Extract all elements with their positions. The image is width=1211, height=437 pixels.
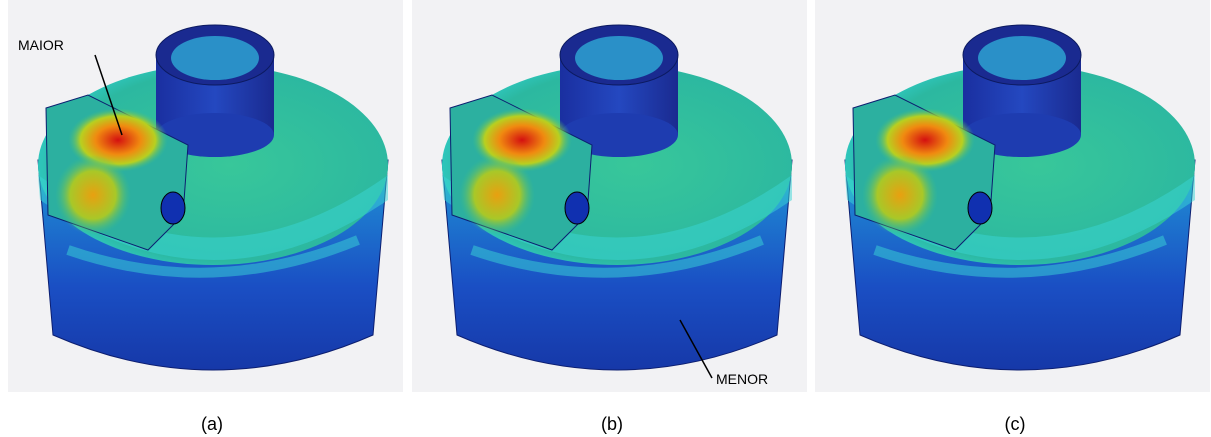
panel-a-image	[8, 0, 403, 392]
panel-c-image	[815, 0, 1210, 392]
figure: MAIOR MENOR (a) (b) (c)	[0, 0, 1211, 437]
annotation: MAIOR	[18, 37, 64, 53]
panel-label: (c)	[1005, 414, 1026, 434]
panel-b-image	[412, 0, 807, 392]
panel-label: (b)	[601, 414, 623, 434]
panel-label: (a)	[201, 414, 223, 434]
annotation: MENOR	[716, 371, 768, 387]
